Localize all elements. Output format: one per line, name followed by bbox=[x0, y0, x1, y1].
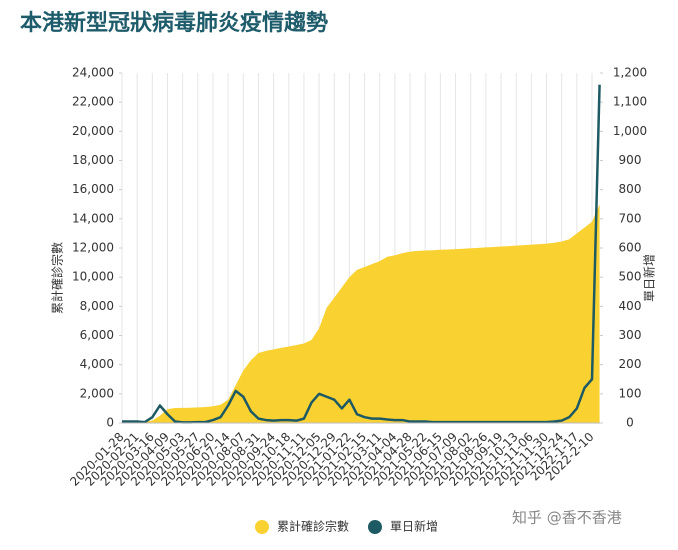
y2-tick-label: 400 bbox=[619, 299, 642, 313]
cumulative-area bbox=[122, 204, 600, 423]
y2-tick-label: 1,200 bbox=[613, 66, 647, 80]
y-tick-label: 4,000 bbox=[80, 357, 114, 371]
y2-tick-label: 800 bbox=[619, 182, 642, 196]
y-tick-label: 18,000 bbox=[72, 153, 114, 167]
legend-label: 累計確診宗數 bbox=[277, 519, 349, 534]
y-tick-label: 6,000 bbox=[80, 328, 114, 342]
watermark: 知乎 @香不香港 bbox=[512, 509, 622, 527]
y2-tick-label: 300 bbox=[619, 328, 642, 342]
y2-tick-label: 600 bbox=[619, 241, 642, 255]
y-tick-label: 16,000 bbox=[72, 182, 114, 196]
y-tick-label: 0 bbox=[106, 416, 114, 430]
y2-axis-label: 單日新增 bbox=[642, 254, 657, 302]
y2-tick-label: 100 bbox=[619, 386, 642, 400]
y2-tick-label: 200 bbox=[619, 357, 642, 371]
y-tick-label: 8,000 bbox=[80, 299, 114, 313]
y-tick-label: 14,000 bbox=[72, 211, 114, 225]
chart-title: 本港新型冠狀病毒肺炎疫情趨勢 bbox=[20, 10, 328, 36]
y2-tick-label: 900 bbox=[619, 153, 642, 167]
y-tick-label: 2,000 bbox=[80, 386, 114, 400]
y2-tick-label: 500 bbox=[619, 270, 642, 284]
y-tick-label: 24,000 bbox=[72, 66, 114, 80]
y-axis-label: 累計確診宗數 bbox=[50, 242, 65, 314]
daily-line bbox=[122, 84, 601, 424]
y2-tick-label: 0 bbox=[626, 416, 634, 430]
legend-marker bbox=[255, 520, 269, 534]
y-tick-label: 10,000 bbox=[72, 270, 114, 284]
y2-tick-label: 1,000 bbox=[613, 124, 647, 138]
y-tick-label: 20,000 bbox=[72, 124, 114, 138]
y2-tick-label: 1,100 bbox=[613, 95, 647, 109]
legend-label: 單日新增 bbox=[390, 519, 438, 534]
y2-tick-label: 700 bbox=[619, 211, 642, 225]
y-tick-label: 12,000 bbox=[72, 241, 114, 255]
y-tick-label: 22,000 bbox=[72, 95, 114, 109]
legend-marker bbox=[368, 520, 382, 534]
